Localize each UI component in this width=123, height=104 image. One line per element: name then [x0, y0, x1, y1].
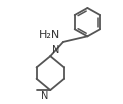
Text: N: N	[52, 45, 60, 55]
Text: N: N	[41, 91, 48, 101]
Text: H₂N: H₂N	[39, 30, 60, 40]
